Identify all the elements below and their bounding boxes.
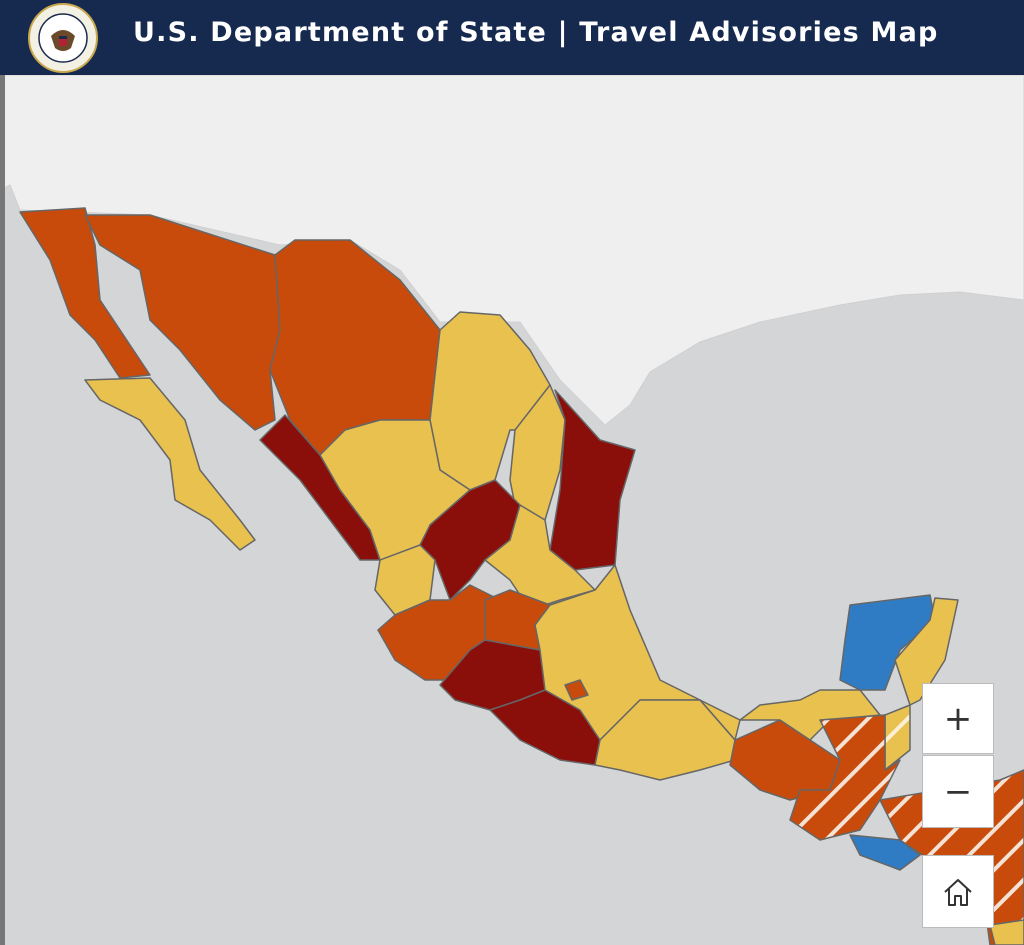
region (839, 594, 936, 691)
region (419, 479, 521, 601)
region (894, 597, 959, 706)
region (739, 689, 881, 741)
region (789, 714, 901, 841)
header: U.S. Department of State | Travel Adviso… (0, 0, 1024, 75)
region (84, 377, 256, 551)
seal (28, 3, 98, 73)
states (19, 207, 1024, 945)
region (549, 389, 636, 571)
region (989, 919, 1024, 945)
map (0, 75, 1024, 945)
zoom-in-button[interactable]: + (922, 683, 994, 754)
region (19, 207, 151, 379)
region (849, 834, 921, 871)
region (484, 504, 596, 611)
home-icon (944, 878, 972, 906)
frame-edge (0, 75, 5, 945)
region (564, 679, 589, 701)
home-button[interactable] (922, 855, 994, 928)
title: U.S. Department of State | Travel Adviso… (133, 17, 939, 48)
zoom-out-button[interactable]: − (922, 755, 994, 828)
region (594, 699, 736, 781)
